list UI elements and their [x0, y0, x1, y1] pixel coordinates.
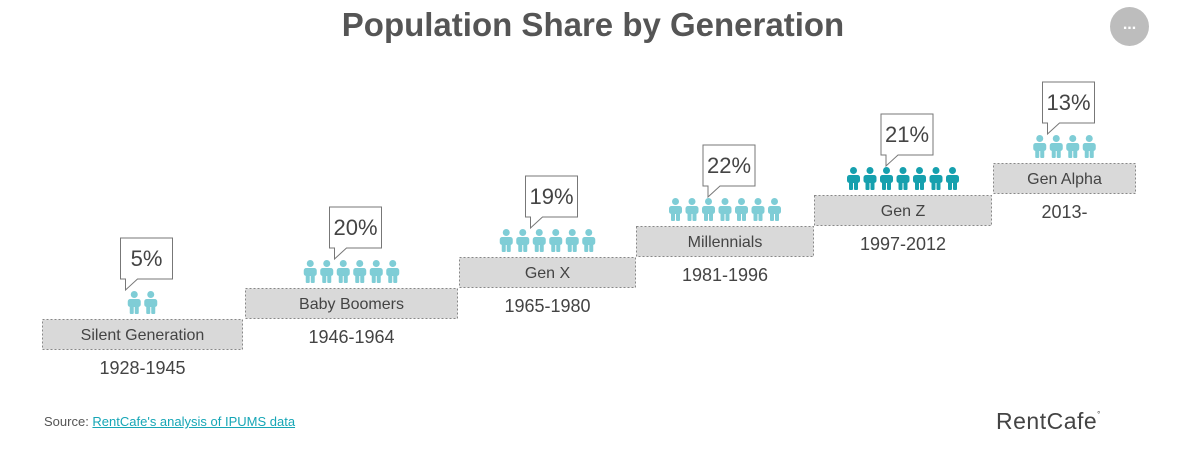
value-bubble	[329, 206, 382, 261]
ellipsis-icon: ...	[1122, 16, 1137, 33]
generation-step	[245, 288, 458, 319]
value-bubble	[525, 175, 578, 230]
generation-step	[636, 226, 814, 257]
value-label: 5%	[131, 246, 163, 271]
person-icon	[946, 167, 959, 190]
value-label: 19%	[529, 184, 573, 209]
person-icon	[303, 260, 317, 283]
generation-step	[814, 195, 992, 226]
year-label: 1928-1945	[99, 358, 185, 378]
person-icon	[913, 167, 926, 190]
person-icon	[768, 198, 781, 221]
category-label: Gen X	[525, 265, 571, 282]
value-label: 20%	[333, 215, 377, 240]
year-label: 2013-	[1041, 202, 1087, 222]
value-label: 22%	[707, 153, 751, 178]
person-icon	[669, 198, 682, 221]
value-label: 13%	[1046, 90, 1090, 115]
pictograph-chart: Silent Generation 1928-1945 5% Baby Boomers…	[42, 81, 1136, 378]
generation-step	[42, 319, 243, 350]
source-link[interactable]: RentCafe's analysis of IPUMS data	[92, 414, 296, 429]
person-icon	[685, 198, 699, 221]
person-icon	[532, 229, 546, 252]
person-icon	[880, 167, 893, 190]
generation-step	[459, 257, 636, 288]
person-icon	[320, 260, 334, 283]
year-label: 1997-2012	[860, 234, 946, 254]
person-icon	[1082, 135, 1096, 158]
person-icon	[144, 291, 158, 314]
person-icon	[582, 229, 596, 252]
category-label: Silent Generation	[81, 327, 205, 344]
person-icon	[929, 167, 943, 190]
source-prefix: Source:	[44, 414, 93, 429]
person-icon	[1066, 135, 1080, 158]
person-icon	[1033, 135, 1047, 158]
person-icon	[353, 260, 367, 283]
category-label: Baby Boomers	[299, 296, 404, 313]
brand-logo: RentCafe°	[996, 408, 1101, 435]
category-label: Gen Z	[881, 203, 926, 220]
person-icon	[386, 260, 400, 283]
person-icon	[702, 198, 715, 221]
year-label: 1981-1996	[682, 265, 768, 285]
person-icon	[336, 260, 350, 283]
person-icon	[549, 229, 563, 252]
person-icon	[516, 229, 530, 252]
person-icon	[735, 198, 748, 221]
brand-mark: °	[1097, 410, 1101, 419]
generation-step	[993, 163, 1136, 194]
person-icon	[127, 291, 141, 314]
person-icon	[847, 167, 860, 190]
year-label: 1965-1980	[504, 296, 590, 316]
year-label: 1946-1964	[308, 327, 394, 347]
person-icon	[718, 198, 732, 221]
source-note: Source: RentCafe's analysis of IPUMS dat…	[44, 414, 295, 429]
person-icon	[1049, 135, 1063, 158]
value-bubble	[880, 113, 934, 168]
category-label: Millennials	[688, 234, 763, 251]
more-options-button[interactable]: ...	[1110, 7, 1149, 46]
person-icon	[369, 260, 383, 283]
person-icon	[565, 229, 579, 252]
value-bubble	[1042, 81, 1095, 136]
category-label: Gen Alpha	[1027, 171, 1102, 188]
value-bubble	[120, 237, 173, 292]
brand-name: RentCafe	[996, 408, 1098, 434]
person-icon	[896, 167, 910, 190]
chart-title: Population Share by Generation	[341, 6, 845, 43]
value-bubble	[702, 144, 756, 199]
person-icon	[863, 167, 877, 190]
person-icon	[499, 229, 513, 252]
value-label: 21%	[885, 122, 929, 147]
person-icon	[751, 198, 765, 221]
